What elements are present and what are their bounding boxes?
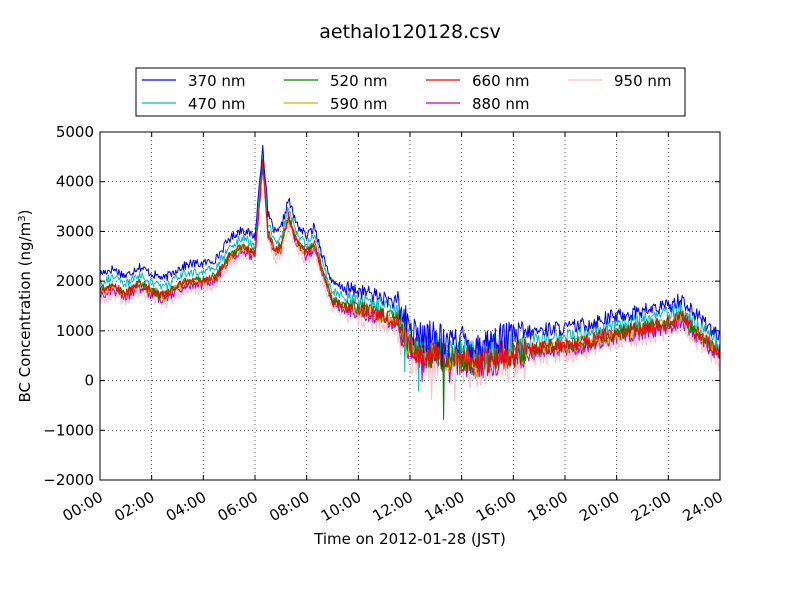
series-line-370-nm bbox=[99, 144, 721, 368]
legend-label: 950 nm bbox=[614, 72, 672, 90]
grid bbox=[100, 132, 720, 480]
series-line-520-nm bbox=[99, 164, 721, 420]
legend-label: 470 nm bbox=[188, 95, 246, 113]
series-line-950-nm bbox=[99, 169, 721, 402]
y-axis-label-text: BC Concentration (ng/m bbox=[16, 222, 34, 403]
legend-label: 370 nm bbox=[188, 72, 246, 90]
y-tick-label: 3000 bbox=[56, 222, 94, 240]
legend: 370 nm 470 nm 520 nm 590 nm 660 nm 880 nm 950 … bbox=[135, 67, 686, 117]
y-tick-label: 4000 bbox=[56, 173, 94, 191]
x-tick-label: 04:00 bbox=[163, 488, 209, 525]
y-axis-label-sup: 3 bbox=[17, 215, 28, 221]
x-tick-label: 08:00 bbox=[266, 488, 312, 525]
series-layer bbox=[99, 144, 721, 420]
ticks bbox=[99, 131, 721, 481]
x-tick-label: 12:00 bbox=[370, 488, 416, 525]
y-tick-labels: −2000 −1000 0 1000 2000 3000 4000 5000 bbox=[43, 123, 94, 489]
legend-label: 880 nm bbox=[472, 95, 530, 113]
x-tick-label: 22:00 bbox=[628, 488, 674, 525]
chart-title: aethalo120128.csv bbox=[319, 21, 501, 43]
x-tick-label: 24:00 bbox=[680, 488, 726, 525]
y-tick-label: 2000 bbox=[56, 272, 94, 290]
y-tick-label: 5000 bbox=[56, 123, 94, 141]
series-line-660-nm bbox=[99, 159, 721, 378]
x-tick-label: 18:00 bbox=[525, 488, 571, 525]
series-line-470-nm bbox=[99, 154, 721, 392]
x-tick-label: 02:00 bbox=[111, 488, 157, 525]
x-tick-label: 00:00 bbox=[60, 488, 106, 525]
y-tick-label: −1000 bbox=[43, 421, 94, 439]
legend-label: 520 nm bbox=[330, 72, 388, 90]
legend-label: 590 nm bbox=[330, 95, 388, 113]
x-tick-label: 10:00 bbox=[318, 488, 364, 525]
x-axis-label: Time on 2012-01-28 (JST) bbox=[313, 530, 506, 548]
legend-label: 660 nm bbox=[472, 72, 530, 90]
legend-frame bbox=[135, 67, 686, 117]
x-tick-label: 16:00 bbox=[473, 488, 519, 525]
x-tick-label: 14:00 bbox=[421, 488, 467, 525]
x-tick-label: 06:00 bbox=[215, 488, 261, 525]
y-axis-label: BC Concentration (ng/m3) bbox=[16, 210, 34, 403]
y-axis-label-end: ) bbox=[16, 210, 34, 216]
y-tick-label: 1000 bbox=[56, 322, 94, 340]
y-tick-label: −2000 bbox=[43, 471, 94, 489]
x-tick-label: 20:00 bbox=[576, 488, 622, 525]
y-tick-label: 0 bbox=[84, 372, 94, 390]
x-tick-labels: 00:00 02:00 04:00 06:00 08:00 10:00 12:00 14:00… bbox=[60, 488, 726, 525]
